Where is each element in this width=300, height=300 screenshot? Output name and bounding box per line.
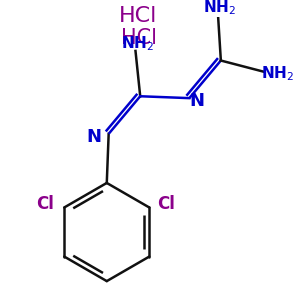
Text: NH$_2$: NH$_2$ [121, 34, 154, 53]
Text: Cl: Cl [157, 195, 175, 213]
Text: N: N [189, 92, 204, 110]
Text: N: N [86, 128, 101, 146]
Text: HCl: HCl [119, 6, 157, 26]
Text: Cl: Cl [36, 195, 54, 213]
Text: HCl: HCl [121, 28, 157, 48]
Text: NH$_2$: NH$_2$ [261, 64, 294, 83]
Text: NH$_2$: NH$_2$ [203, 0, 236, 17]
